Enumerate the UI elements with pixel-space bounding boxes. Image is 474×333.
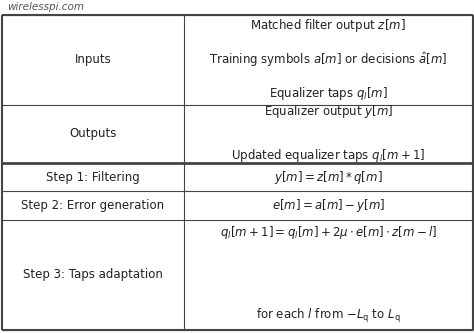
Text: wirelesspi.com: wirelesspi.com — [7, 2, 84, 12]
Text: Matched filter output $z[m]$: Matched filter output $z[m]$ — [250, 17, 406, 34]
Text: Step 1: Filtering: Step 1: Filtering — [46, 170, 140, 183]
Text: Step 2: Error generation: Step 2: Error generation — [21, 199, 164, 212]
Text: Inputs: Inputs — [74, 53, 111, 66]
Text: Equalizer taps $q_l[m]$: Equalizer taps $q_l[m]$ — [269, 85, 388, 103]
Text: Outputs: Outputs — [69, 127, 117, 140]
Text: Equalizer output $y[m]$: Equalizer output $y[m]$ — [264, 103, 393, 120]
Text: $q_l[m+1] = q_l[m] + 2\mu \cdot e[m] \cdot z[m-l]$: $q_l[m+1] = q_l[m] + 2\mu \cdot e[m] \cd… — [220, 224, 437, 241]
Text: Updated equalizer taps $q_l[m+1]$: Updated equalizer taps $q_l[m+1]$ — [231, 148, 426, 165]
Text: Training symbols $a[m]$ or decisions $\hat{a}[m]$: Training symbols $a[m]$ or decisions $\h… — [209, 50, 447, 69]
Text: $e[m] = a[m] - y[m]$: $e[m] = a[m] - y[m]$ — [272, 197, 385, 214]
Text: for each $l$ from $-L_\mathrm{q}$ to $L_\mathrm{q}$: for each $l$ from $-L_\mathrm{q}$ to $L_… — [256, 307, 401, 325]
Text: $y[m] = z[m] * q[m]$: $y[m] = z[m] * q[m]$ — [274, 168, 383, 185]
Text: Step 3: Taps adaptation: Step 3: Taps adaptation — [23, 268, 163, 281]
